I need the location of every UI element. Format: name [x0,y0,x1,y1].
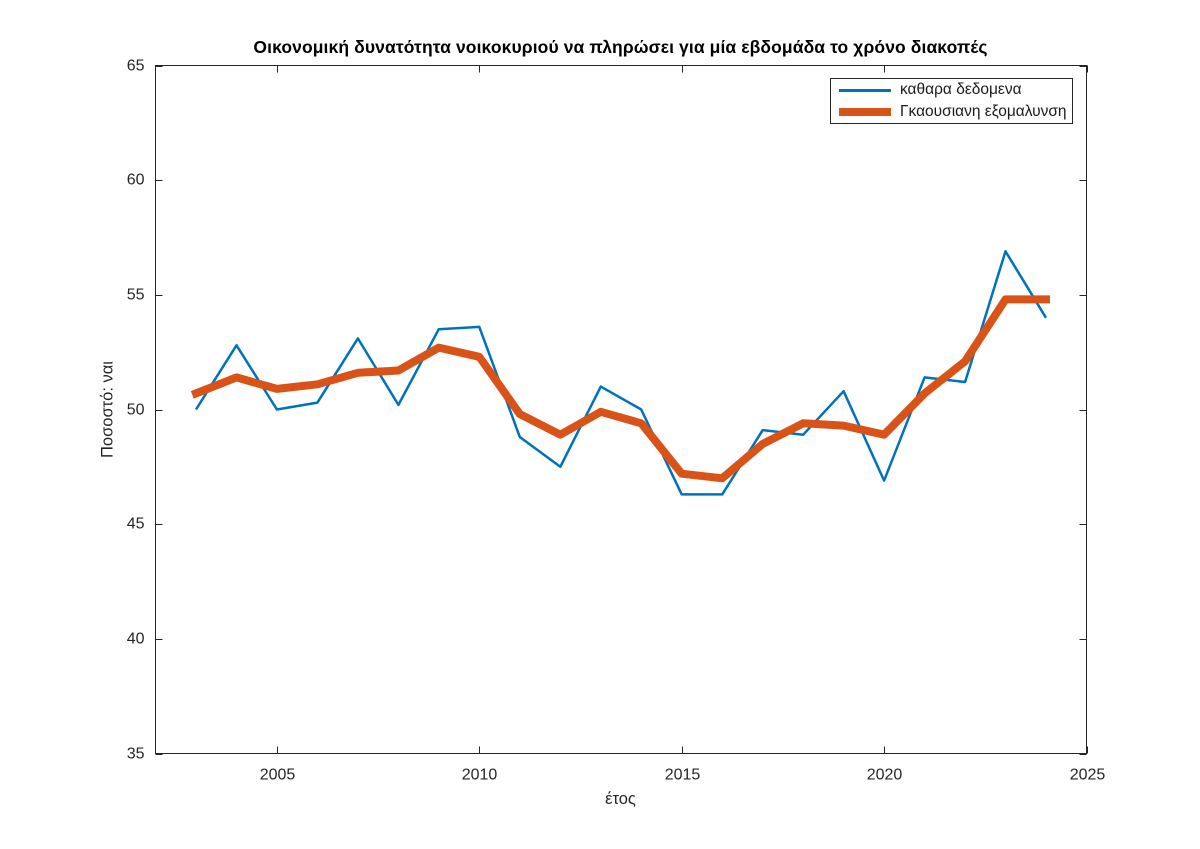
legend-line-sample-raw [839,88,891,92]
y-tick-label: 45 [127,516,145,533]
axes-box [155,65,1087,754]
chart-title: Οικονομική δυνατότητα νοικοκυριού να πλη… [253,37,988,57]
y-tick-label: 60 [127,172,145,189]
y-tick-label: 35 [127,746,145,763]
x-tick-label: 2010 [462,767,498,784]
x-tick-label: 2025 [1070,767,1106,784]
x-tick-label: 2005 [260,767,296,784]
legend-item-smoothed: Γκαουσιανη εξομαλυνση [831,103,1072,121]
y-tick-label: 40 [127,631,145,648]
series-line-raw-data [194,250,1048,496]
legend: καθαρα δεδομενα Γκαουσιανη εξομαλυνση [830,78,1073,124]
y-tick-label: 50 [127,402,145,419]
legend-label-smoothed: Γκαουσιανη εξομαλυνση [900,103,1067,120]
legend-item-raw-data: καθαρα δεδομενα [831,81,1072,99]
y-tick-label: 55 [127,287,145,304]
legend-line-sample-smoothed [839,108,891,116]
series-line-gaussian-smoothed [190,295,1050,483]
y-axis-label: Ποσοστό: ναι [98,361,117,458]
x-tick-label: 2020 [867,767,903,784]
y-tick-label: 65 [127,58,145,75]
legend-label-raw: καθαρα δεδομενα [900,81,1022,98]
x-axis-label: έτος [605,790,636,808]
x-tick-label: 2015 [665,767,701,784]
